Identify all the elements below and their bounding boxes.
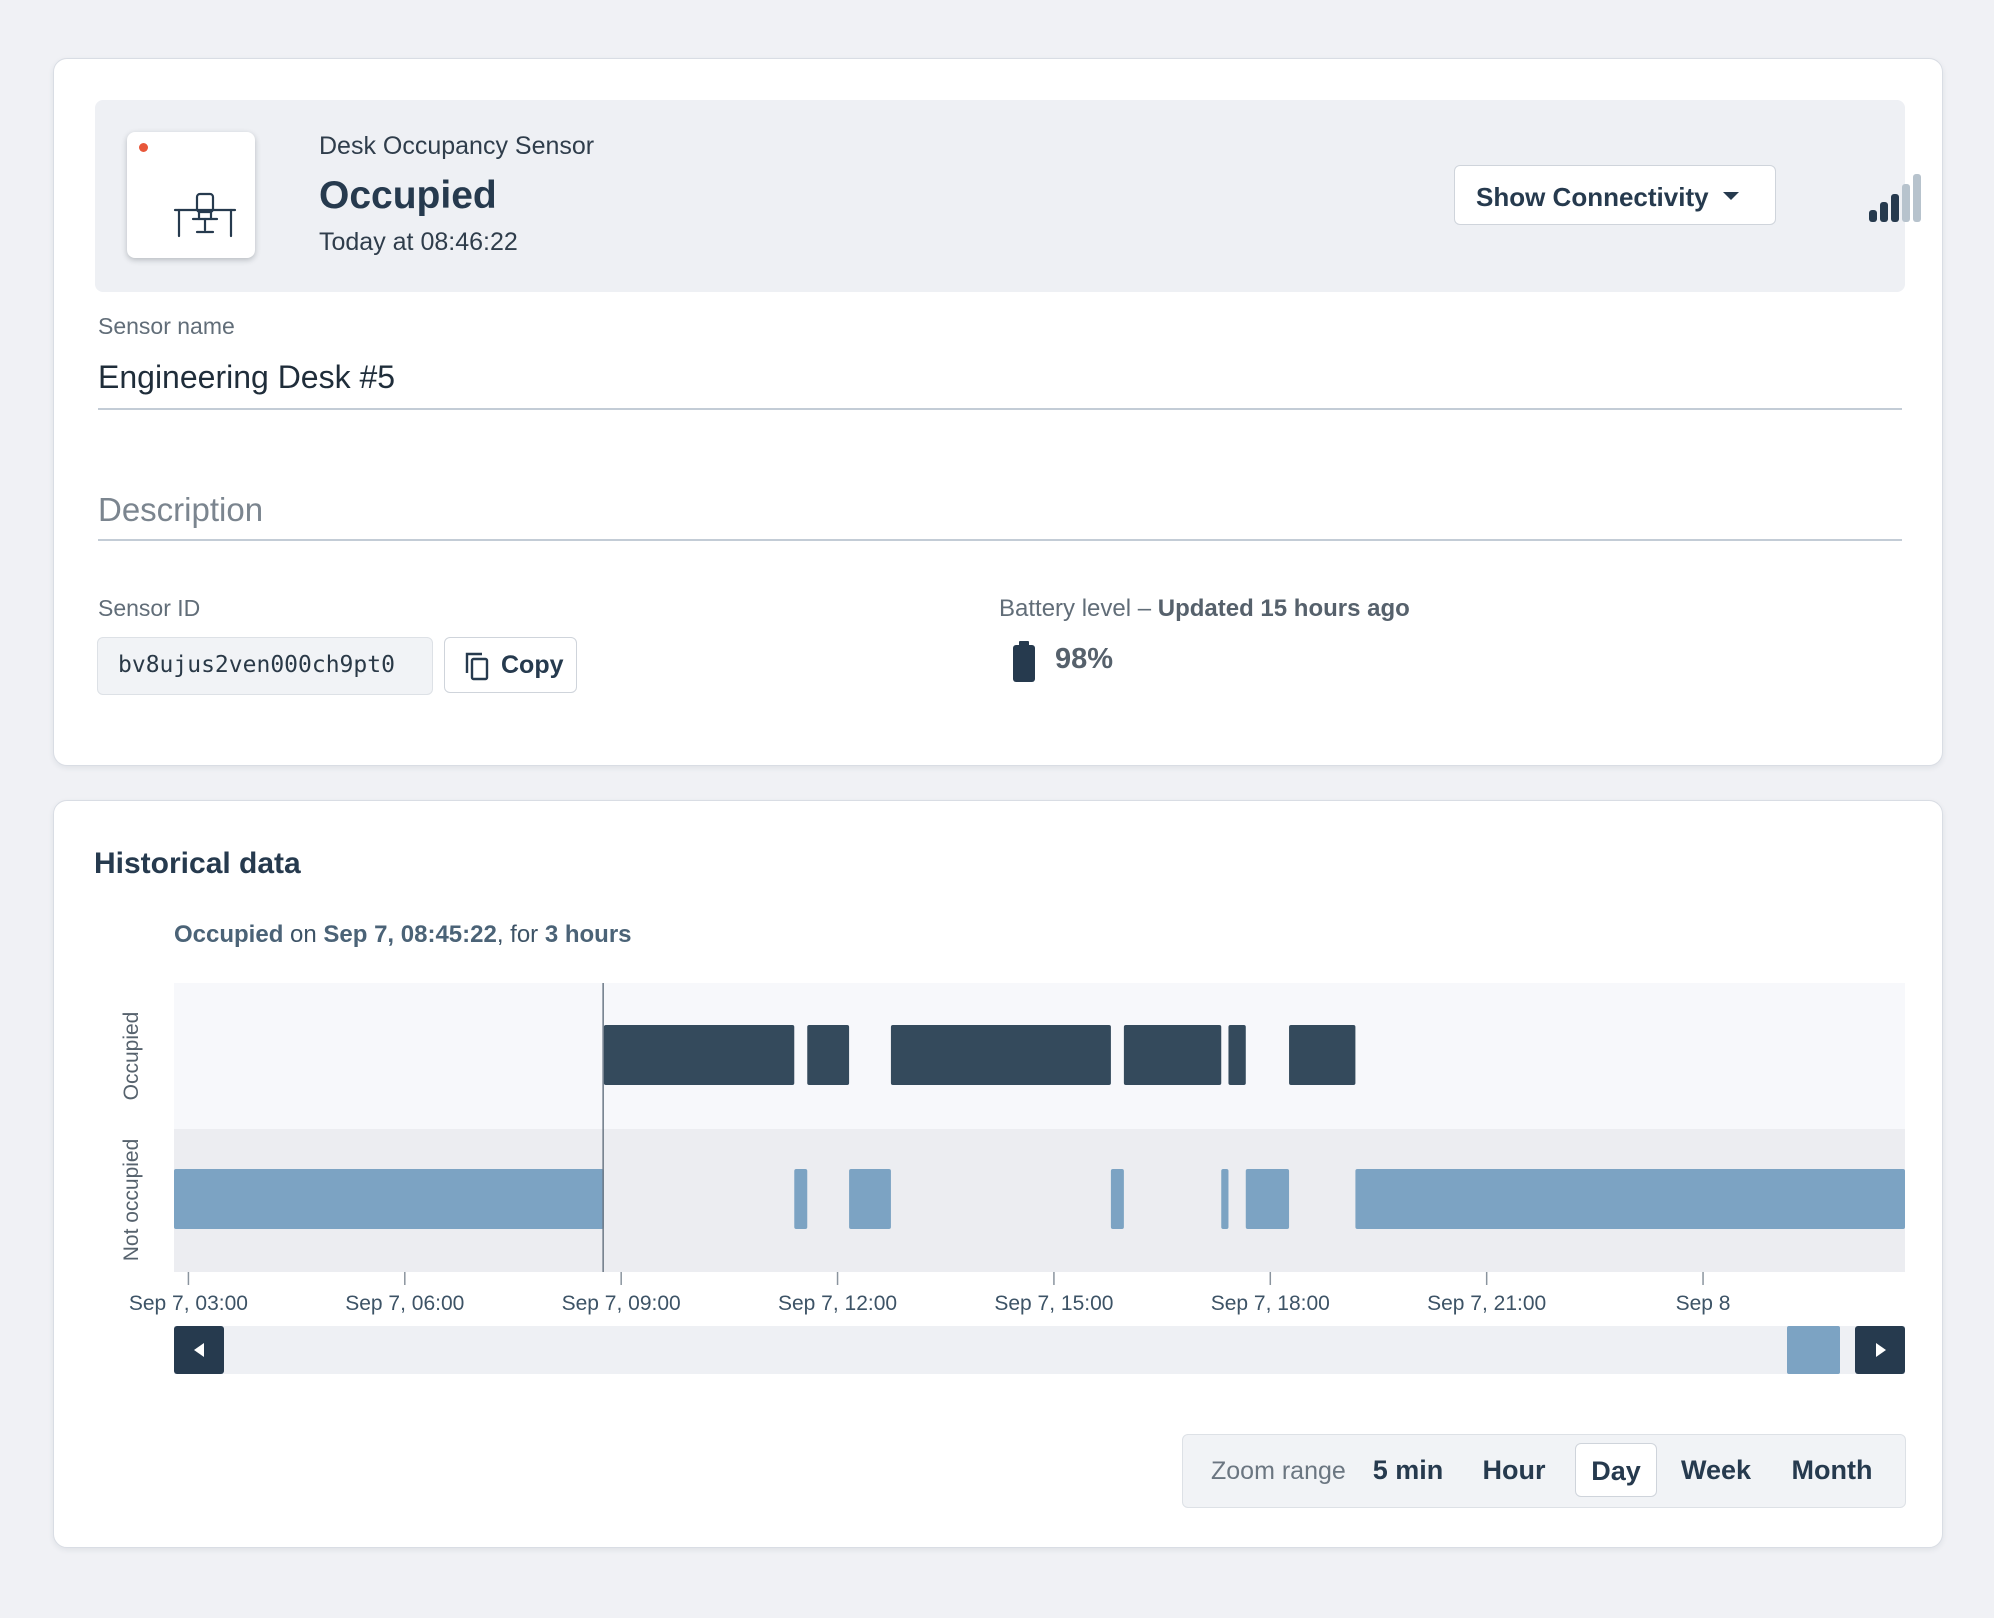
show-connectivity-label: Show Connectivity — [1476, 182, 1709, 212]
x-tick-label-1: Sep 7, 06:00 — [345, 1292, 464, 1315]
not-occupied-segment-6 — [1110, 1169, 1124, 1229]
status-dot — [139, 143, 148, 152]
chevron-left-icon — [194, 1343, 204, 1357]
zoom-range-label: Zoom range — [1211, 1457, 1346, 1485]
occupied-segment-3 — [807, 1025, 850, 1085]
copy-button[interactable]: Copy — [444, 637, 577, 693]
battery-updated: Updated 15 hours ago — [1157, 595, 1410, 622]
battery-label-line: Battery level – Updated 15 hours ago — [999, 595, 1410, 623]
sensor-id-label: Sensor ID — [98, 595, 201, 621]
zoom-hour-button[interactable]: Hour — [1482, 1455, 1546, 1485]
signal-strength-icon — [1869, 174, 1921, 222]
last-update-time: Today at 08:46:22 — [319, 228, 518, 256]
zoom-range-control: Zoom range 5 min Hour Day Week Month — [1182, 1434, 1906, 1508]
caret-down-icon — [1723, 192, 1739, 200]
occupancy-state: Occupied — [319, 174, 497, 217]
occupied-segment-1 — [603, 1025, 795, 1085]
x-tick-label-2: Sep 7, 09:00 — [562, 1292, 681, 1315]
info-on: on — [283, 921, 324, 948]
info-state: Occupied — [174, 921, 284, 948]
description-underline — [98, 539, 1902, 541]
historical-data-title: Historical data — [94, 847, 301, 880]
historical-data-card: Historical data Occupied on Sep 7, 08:45… — [53, 800, 1943, 1548]
desk-chair-icon — [173, 192, 237, 238]
zoom-week-button[interactable]: Week — [1680, 1455, 1752, 1485]
row-label-occupied: Occupied — [120, 1012, 143, 1101]
battery-value: 98% — [1055, 643, 1114, 675]
x-tick-label-7: Sep 8 — [1676, 1292, 1731, 1315]
sensor-name-label: Sensor name — [98, 313, 235, 339]
copy-label: Copy — [501, 651, 564, 679]
description-input[interactable]: Description — [98, 491, 264, 528]
info-for: , for — [496, 921, 545, 948]
occupied-segment-9 — [1228, 1025, 1246, 1085]
selected-event-info: Occupied on Sep 7, 08:45:22, for 3 hours — [174, 921, 632, 949]
zoom-5min-button[interactable]: 5 min — [1372, 1455, 1444, 1485]
not-occupied-segment-10 — [1245, 1169, 1290, 1229]
x-tick-label-0: Sep 7, 03:00 — [129, 1292, 248, 1315]
battery-separator: – — [1131, 595, 1158, 622]
battery-icon — [1013, 641, 1035, 682]
x-tick-label-5: Sep 7, 18:00 — [1211, 1292, 1330, 1315]
x-tick-label-6: Sep 7, 21:00 — [1427, 1292, 1546, 1315]
info-time: Sep 7, 08:45:22 — [323, 921, 497, 948]
copy-icon — [465, 652, 489, 681]
sensor-header: Desk Occupancy Sensor Occupied Today at … — [95, 100, 1921, 292]
occupied-segment-5 — [890, 1025, 1111, 1085]
sensor-id-value: bv8ujus2ven000ch9pt0 — [97, 637, 433, 695]
occupancy-timeline-chart[interactable]: Occupied Not occupied Sep 7, 03:00 Sep 7, 0… — [54, 801, 1944, 1401]
not-occupied-segment-8 — [1221, 1169, 1229, 1229]
time-navigator-handle[interactable] — [1787, 1326, 1840, 1374]
row-label-not-occupied: Not occupied — [120, 1139, 143, 1262]
zoom-day-button[interactable]: Day — [1575, 1443, 1657, 1497]
not-occupied-segment-2 — [794, 1169, 808, 1229]
zoom-month-button[interactable]: Month — [1791, 1455, 1873, 1485]
x-tick-label-3: Sep 7, 12:00 — [778, 1292, 897, 1315]
show-connectivity-dropdown[interactable]: Show Connectivity — [1454, 165, 1776, 225]
chevron-right-icon — [1876, 1343, 1886, 1357]
device-thumbnail — [127, 132, 255, 258]
device-type-label: Desk Occupancy Sensor — [319, 132, 595, 160]
not-occupied-segment-12 — [1355, 1169, 1905, 1229]
occupied-segment-11 — [1289, 1025, 1356, 1085]
x-tick-label-4: Sep 7, 15:00 — [994, 1292, 1113, 1315]
not-occupied-segment-0 — [174, 1169, 604, 1229]
info-duration: 3 hours — [544, 921, 632, 948]
occupied-segment-7 — [1123, 1025, 1222, 1085]
sensor-name-underline — [98, 408, 1902, 410]
not-occupied-segment-4 — [849, 1169, 891, 1229]
sensor-details-card: Desk Occupancy Sensor Occupied Today at … — [53, 58, 1943, 766]
battery-label: Battery level — [999, 595, 1132, 622]
time-navigator-track — [174, 1326, 1905, 1374]
sensor-name-input[interactable]: Engineering Desk #5 — [98, 359, 396, 395]
